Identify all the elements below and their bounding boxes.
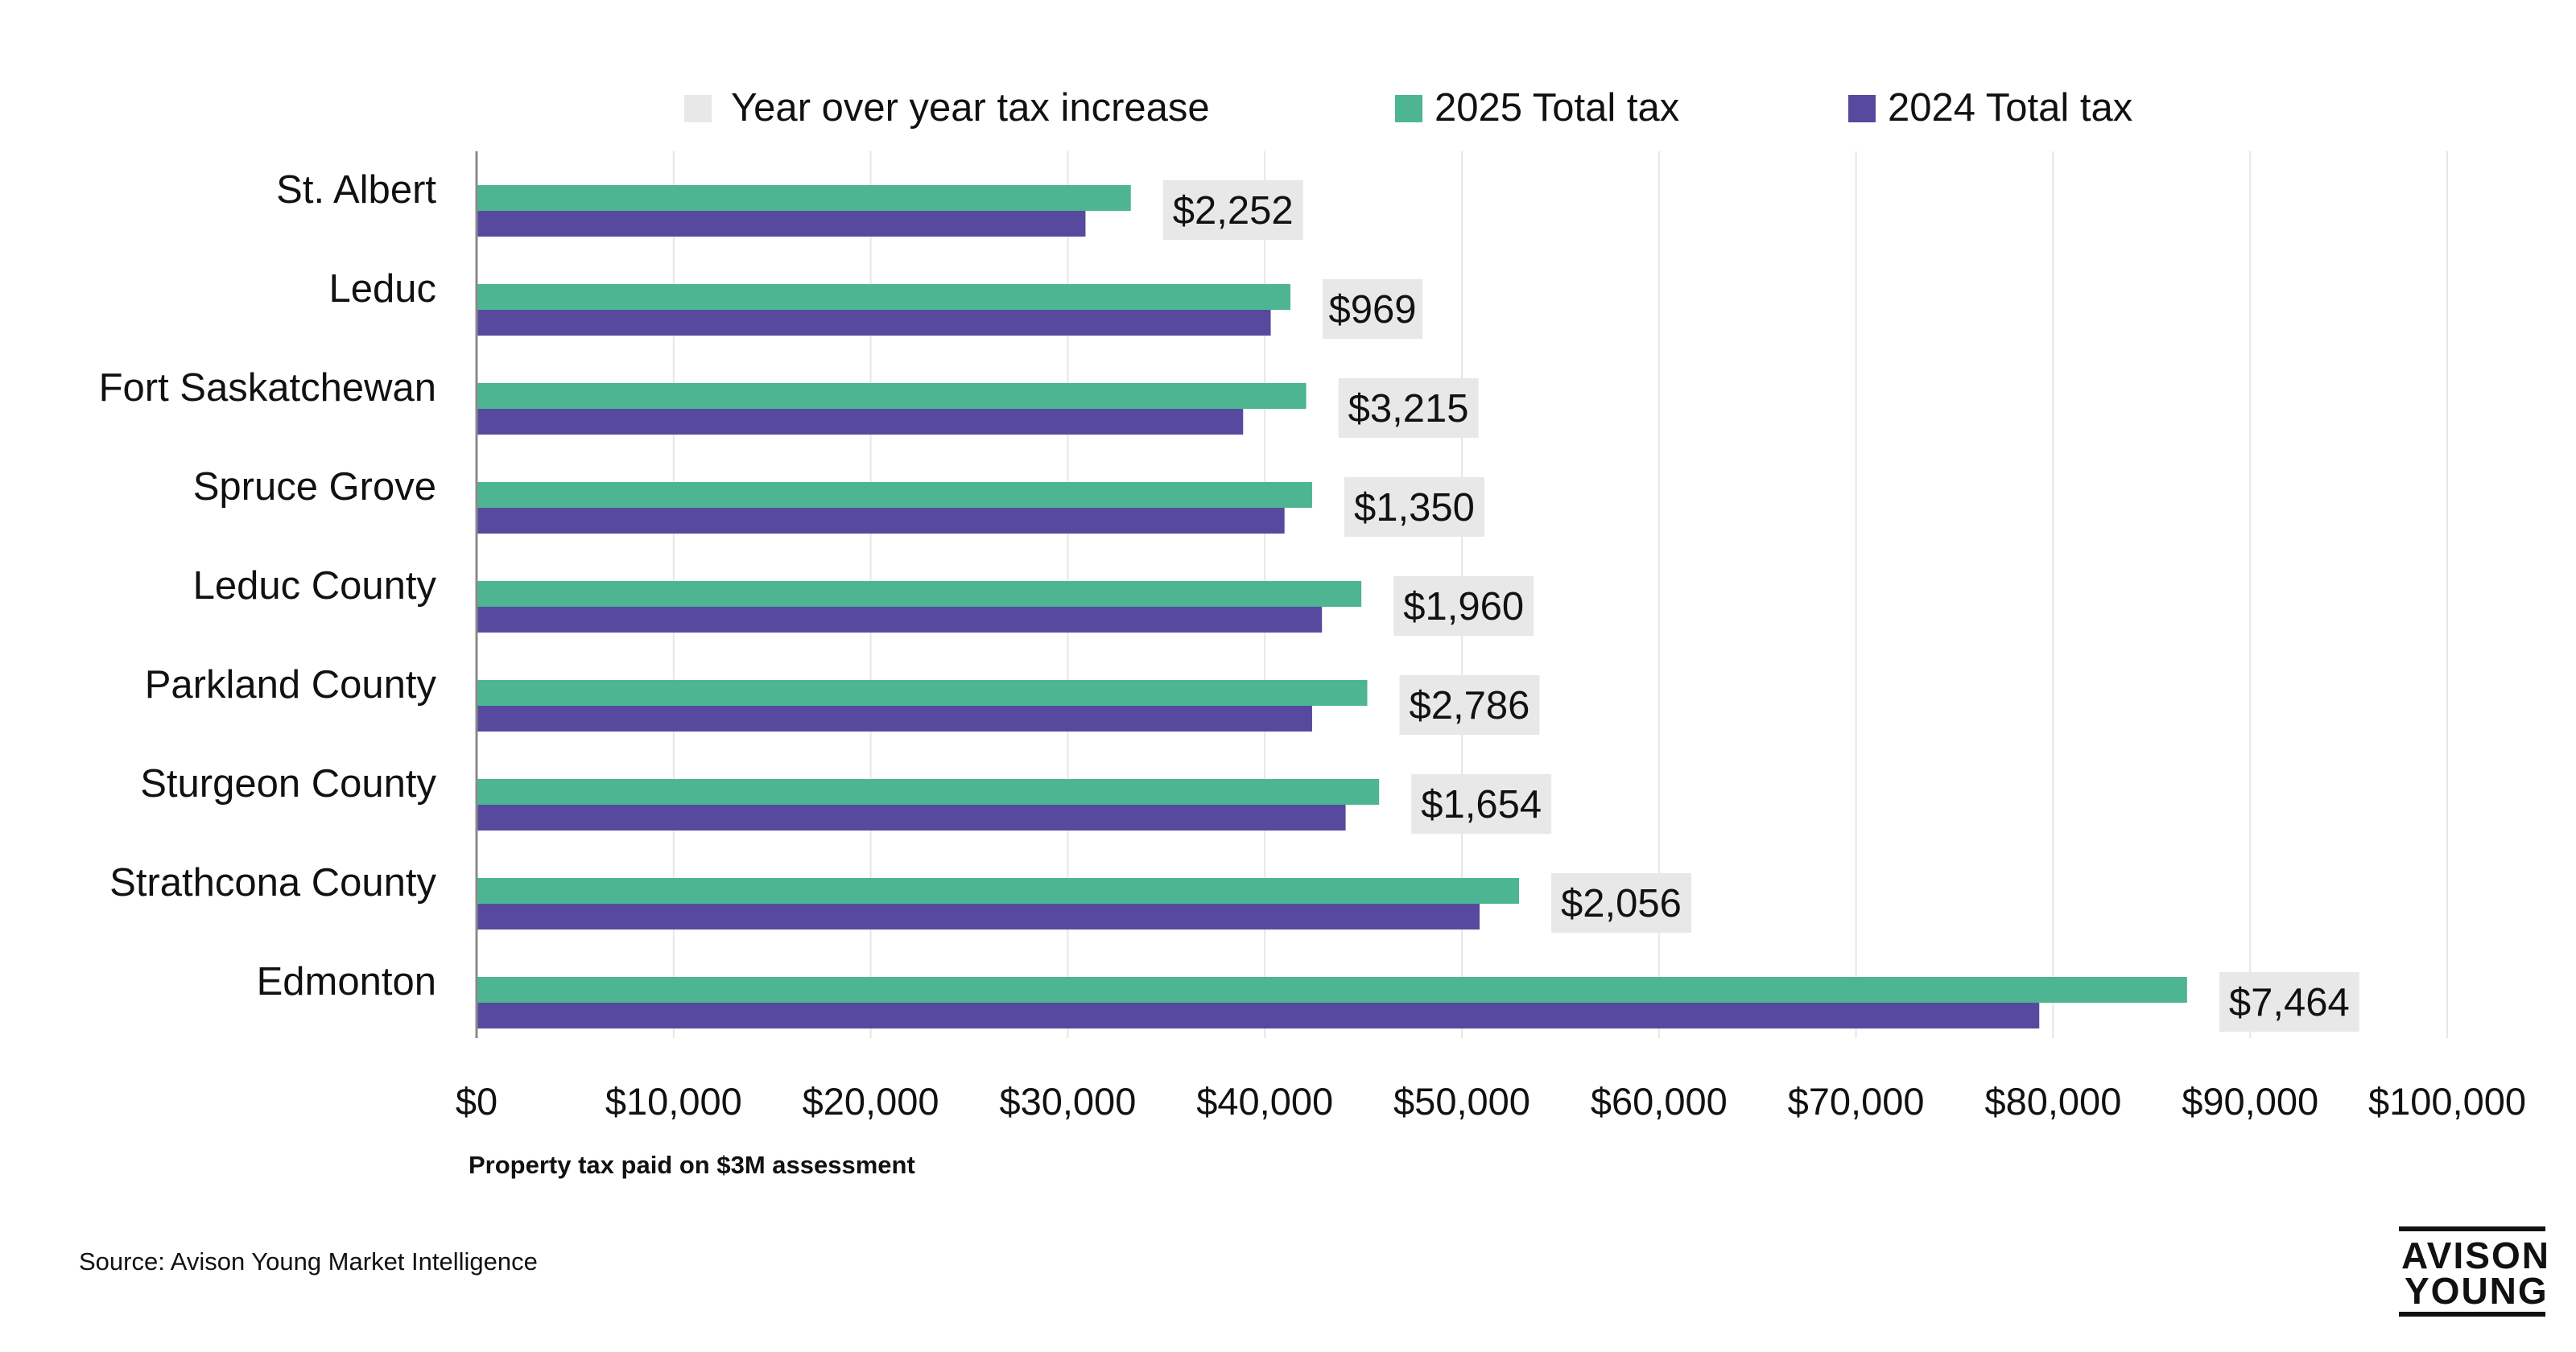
bar-2025-parkland-county [477,680,1368,706]
x-axis-title: Property tax paid on $3M assessment [469,1151,915,1179]
logo-top-rule [2399,1226,2545,1231]
legend-swatch-2025 [1395,95,1422,122]
x-tick-label: $100,000 [2368,1080,2526,1123]
bar-2025-edmonton [477,977,2187,1003]
yoy-label-edmonton: $7,464 [2229,981,2350,1024]
data-labels: $2,252 $969 $3,215 $1,350 $1,960 $2,786 $1,654… [1162,180,2359,1032]
bar-2024-sturgeon-county [477,805,1346,831]
yoy-label-st-albert: $2,252 [1173,189,1294,233]
logo-line-2: YOUNG [2405,1270,2549,1312]
bar-2024-spruce-grove [477,508,1285,534]
yoy-label-leduc: $969 [1329,288,1417,332]
yoy-label-box-leduc [1323,279,1423,339]
x-tick-labels: $0 $10,000 $20,000 $30,000 $40,000 $50,000 $60… [456,1080,2526,1123]
x-tick-label: $80,000 [1984,1080,2121,1123]
bar-2025-leduc [477,284,1291,310]
x-tick-label: $10,000 [605,1080,742,1123]
category-label-parkland-county: Parkland County [145,663,437,707]
yoy-label-leduc-county: $1,960 [1403,585,1524,629]
yoy-label-spruce-grove: $1,350 [1354,486,1475,530]
logo-bottom-rule [2399,1312,2545,1317]
category-label-st-albert: St. Albert [276,168,436,212]
x-tick-label: $90,000 [2182,1080,2318,1123]
legend-swatch-2024 [1848,95,1876,122]
bar-2024-edmonton [477,1003,2040,1028]
bar-2024-leduc-county [477,607,1323,633]
logo-line-1: AVISON [2401,1235,2550,1276]
yoy-label-box-sturgeon-county [1411,774,1552,834]
category-label-spruce-grove: Spruce Grove [193,465,436,509]
x-tick-label: $20,000 [803,1080,939,1123]
yoy-label-box-leduc-county [1393,576,1534,636]
yoy-label-strathcona-county: $2,056 [1561,882,1682,925]
yoy-label-box-spruce-grove [1344,477,1484,537]
category-labels: St. Albert Leduc Fort Saskatchewan Spruce G… [99,168,437,1004]
bar-2025-st-albert [477,185,1131,211]
category-label-fort-saskatchewan: Fort Saskatchewan [99,366,436,410]
category-label-edmonton: Edmonton [257,960,436,1004]
bar-2024-strathcona-county [477,904,1480,930]
bar-2024-leduc [477,310,1271,336]
legend-swatch-yoy [684,95,712,122]
x-tick-label: $30,000 [999,1080,1136,1123]
bar-2025-sturgeon-county [477,779,1380,805]
x-tick-label: $40,000 [1196,1080,1333,1123]
category-label-sturgeon-county: Sturgeon County [140,762,436,806]
bar-2025-fort-saskatchewan [477,383,1307,409]
bar-2025-leduc-county [477,581,1362,607]
legend-label-yoy: Year over year tax increase [731,86,1210,130]
bar-2024-fort-saskatchewan [477,409,1244,435]
legend-label-2025: 2025 Total tax [1435,86,1679,130]
yoy-label-fort-saskatchewan: $3,215 [1348,387,1469,431]
bar-2024-st-albert [477,211,1086,237]
legend: Year over year tax increase 2025 Total t… [684,86,2132,130]
bar-2025-strathcona-county [477,878,1519,904]
bars [477,185,2187,1028]
x-tick-label: $50,000 [1393,1080,1530,1123]
x-tick-label: $60,000 [1591,1080,1728,1123]
category-label-strathcona-county: Strathcona County [109,861,436,905]
x-tick-label: $0 [456,1080,497,1123]
yoy-label-sturgeon-county: $1,654 [1421,783,1542,826]
yoy-label-box-strathcona-county [1550,873,1691,933]
category-label-leduc: Leduc [328,267,436,311]
yoy-label-box-parkland-county [1399,675,1540,735]
source-note: Source: Avison Young Market Intelligence [79,1247,538,1276]
x-tick-label: $70,000 [1788,1080,1925,1123]
yoy-label-box-fort-saskatchewan [1338,378,1479,438]
yoy-label-parkland-county: $2,786 [1410,684,1530,728]
bar-2024-parkland-county [477,706,1312,732]
bar-2025-spruce-grove [477,482,1312,508]
category-label-leduc-county: Leduc County [193,564,437,608]
legend-label-2024: 2024 Total tax [1888,86,2132,130]
yoy-label-box-st-albert [1162,180,1303,240]
yoy-label-box-edmonton [2219,972,2359,1032]
avison-young-logo: AVISON YOUNG [2399,1226,2550,1317]
